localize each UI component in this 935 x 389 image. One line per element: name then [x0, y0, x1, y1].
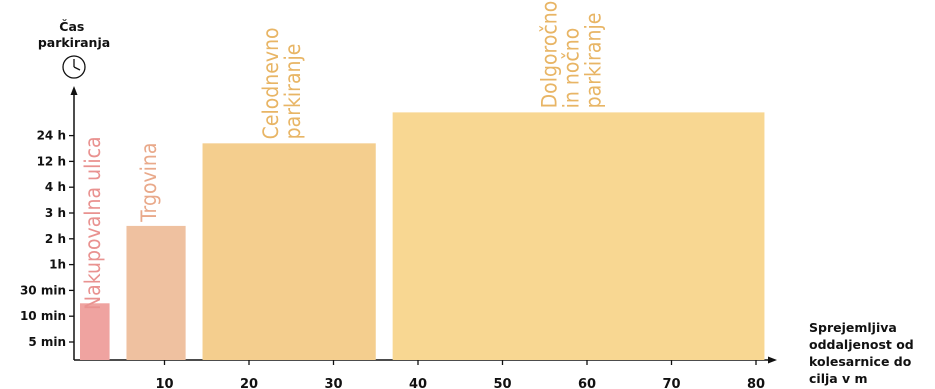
- y-axis-title-line-2: parkiranja: [38, 35, 110, 50]
- x-axis-title-line-2: oddaljenost od: [809, 337, 914, 352]
- bar-label: Trgovina: [137, 143, 161, 223]
- bar-label-line: Nakupovalna ulica: [81, 136, 105, 310]
- bar-label: Dolgoročnoin nočnoparkiranje: [538, 1, 606, 109]
- y-tick-label: 12 h: [37, 154, 66, 168]
- x-tick-label: 80: [747, 377, 765, 389]
- y-tick-label: 30 min: [20, 283, 66, 297]
- bar-label-line: Dolgoročno: [538, 1, 562, 109]
- bar: [392, 112, 765, 360]
- x-tick-label: 30: [324, 377, 342, 389]
- bar: [80, 303, 110, 360]
- y-axis-title-line-1: Čas: [59, 19, 84, 34]
- bar: [126, 225, 186, 360]
- bar-label-line: parkiranje: [582, 13, 606, 109]
- y-axis-title: Čas parkiranja: [38, 19, 110, 50]
- y-tick-label: 5 min: [28, 335, 66, 349]
- bar-label: Celodnevnoparkiranje: [259, 27, 305, 139]
- y-ticks: 5 min 10 min 30 min 1h 2 h 3 h 4 h 12 h 24 h: [20, 129, 74, 349]
- x-tick-label: 10: [155, 377, 173, 389]
- y-tick-label: 2 h: [45, 232, 66, 246]
- y-tick-label: 1h: [49, 258, 66, 272]
- x-axis-title-line-1: Sprejemljiva: [809, 320, 897, 335]
- x-tick-label: 40: [409, 377, 427, 389]
- x-axis-title-line-4: cilja v m: [809, 371, 868, 386]
- bar-labels: Nakupovalna ulica TrgovinaCelodnevnoparki…: [81, 1, 606, 310]
- y-tick-label: 3 h: [45, 206, 66, 220]
- x-tick-label: 20: [240, 377, 258, 389]
- bar-label: Nakupovalna ulica: [81, 136, 105, 310]
- x-tick-label: 60: [578, 377, 596, 389]
- bar-label-line: Trgovina: [137, 143, 161, 223]
- y-tick-label: 10 min: [20, 309, 66, 323]
- x-axis-title-line-3: kolesarnice do: [809, 354, 912, 369]
- y-axis: [70, 86, 78, 360]
- bars: [80, 112, 765, 360]
- y-tick-label: 24 h: [37, 129, 66, 143]
- clock-icon: [62, 55, 86, 79]
- bar: [202, 143, 376, 360]
- y-tick-label: 4 h: [45, 180, 66, 194]
- x-axis-title: Sprejemljiva oddaljenost od kolesarnice …: [809, 320, 918, 386]
- bar-label-line: parkiranje: [281, 44, 305, 140]
- x-tick-label: 70: [662, 377, 680, 389]
- x-ticks: 10 20 30 40 50 60 70 80: [155, 360, 765, 389]
- x-tick-label: 50: [493, 377, 511, 389]
- bar-label-line: in nočno: [560, 28, 584, 109]
- bar-label-line: Celodnevno: [259, 27, 283, 139]
